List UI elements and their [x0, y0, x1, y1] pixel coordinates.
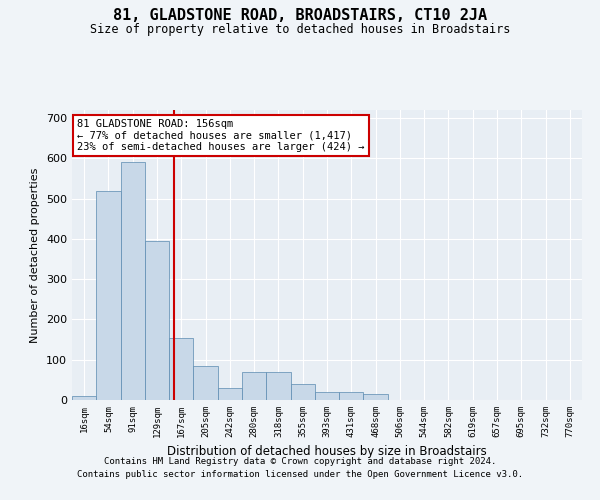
Text: Contains HM Land Registry data © Crown copyright and database right 2024.: Contains HM Land Registry data © Crown c… [104, 458, 496, 466]
Bar [242, 372, 266, 400]
Text: Contains public sector information licensed under the Open Government Licence v3: Contains public sector information licen… [77, 470, 523, 479]
Bar [290, 384, 315, 400]
Bar [193, 366, 218, 400]
Text: 81 GLADSTONE ROAD: 156sqm
← 77% of detached houses are smaller (1,417)
23% of se: 81 GLADSTONE ROAD: 156sqm ← 77% of detac… [77, 118, 365, 152]
Bar [121, 162, 145, 400]
Bar [315, 392, 339, 400]
X-axis label: Distribution of detached houses by size in Broadstairs: Distribution of detached houses by size … [167, 446, 487, 458]
Bar [266, 372, 290, 400]
Bar [364, 394, 388, 400]
Bar [72, 396, 96, 400]
Bar [96, 190, 121, 400]
Bar [169, 338, 193, 400]
Text: 81, GLADSTONE ROAD, BROADSTAIRS, CT10 2JA: 81, GLADSTONE ROAD, BROADSTAIRS, CT10 2J… [113, 8, 487, 22]
Text: Size of property relative to detached houses in Broadstairs: Size of property relative to detached ho… [90, 22, 510, 36]
Bar [145, 241, 169, 400]
Bar [218, 388, 242, 400]
Y-axis label: Number of detached properties: Number of detached properties [31, 168, 40, 342]
Bar [339, 392, 364, 400]
